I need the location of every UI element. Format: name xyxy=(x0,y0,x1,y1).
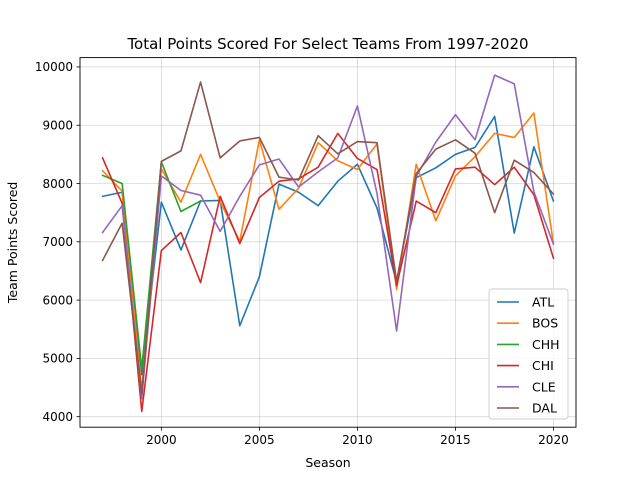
series-line-bos xyxy=(101,112,555,391)
series-line-cle xyxy=(101,74,555,400)
chart-title: Total Points Scored For Select Teams Fro… xyxy=(126,35,528,53)
y-tick-label: 7000 xyxy=(42,235,73,249)
series-line-dal xyxy=(101,81,555,395)
x-tick-label: 2020 xyxy=(538,433,569,447)
legend-label-atl: ATL xyxy=(532,295,554,310)
x-tick-label: 2000 xyxy=(146,433,177,447)
x-tick-label: 2005 xyxy=(244,433,275,447)
plot-frame xyxy=(79,57,577,428)
x-axis-ticks: 2000 2005 2010 2015 2020 xyxy=(146,427,569,447)
y-axis-label: Team Points Scored xyxy=(5,182,20,304)
series-line-chi xyxy=(101,132,555,413)
x-axis-label: Season xyxy=(305,455,350,470)
legend-label-chi: CHI xyxy=(532,358,554,373)
y-tick-label: 4000 xyxy=(42,410,73,424)
y-tick-label: 6000 xyxy=(42,293,73,307)
y-tick-label: 5000 xyxy=(42,352,73,366)
x-tick-label: 2015 xyxy=(440,433,471,447)
legend-label-dal: DAL xyxy=(532,401,557,416)
legend-box xyxy=(488,288,569,420)
y-tick-label: 9000 xyxy=(42,119,73,133)
legend-label-bos: BOS xyxy=(532,316,558,331)
legend-label-cle: CLE xyxy=(532,379,556,394)
series-lines xyxy=(101,74,555,413)
x-tick-label: 2010 xyxy=(342,433,373,447)
legend-label-chh: CHH xyxy=(532,337,560,352)
y-axis-ticks: 4000 5000 6000 7000 8000 9000 10000 xyxy=(35,60,80,424)
y-tick-label: 10000 xyxy=(35,60,73,74)
series-line-atl xyxy=(101,115,555,376)
y-tick-label: 8000 xyxy=(42,177,73,191)
series-line-chh xyxy=(101,161,202,370)
legend: ATL BOS CHH CHI CLE DAL xyxy=(488,288,569,420)
